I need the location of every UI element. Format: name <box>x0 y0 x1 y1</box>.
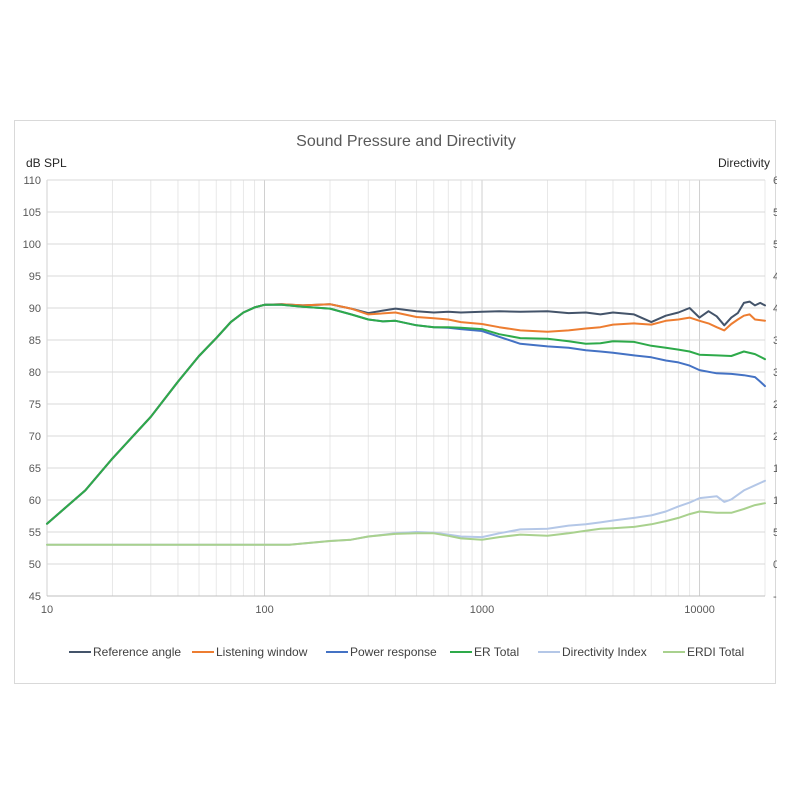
x-tick-label: 100 <box>255 604 273 616</box>
legend-label-er-total: ER Total <box>474 645 519 659</box>
legend: Reference angle Listening window Power res… <box>69 645 744 659</box>
y2-axis-title: Directivity <box>718 156 770 170</box>
y-tick-label: 100 <box>23 239 41 251</box>
y-tick-label: 85 <box>29 335 41 347</box>
y2-tick-label: 60 <box>773 175 777 187</box>
series-line-power-response <box>46 303 766 525</box>
y2-tick-label: 0 <box>773 559 777 571</box>
legend-label-power-response: Power response <box>350 645 437 659</box>
y2-tick-label: 50 <box>773 239 777 251</box>
chart-title: Sound Pressure and Directivity <box>296 133 516 150</box>
y2-tick-label: -5 <box>773 591 777 603</box>
legend-label-reference-angle: Reference angle <box>93 645 181 659</box>
y2-tick-label: 25 <box>773 399 777 411</box>
series-line-directivity-index <box>46 479 766 546</box>
y-tick-label: 105 <box>23 207 41 219</box>
y-tick-label: 45 <box>29 591 41 603</box>
chart-frame: Sound Pressure and Directivity dB SPL Di… <box>14 120 777 684</box>
y-tick-label: 50 <box>29 559 41 571</box>
y2-tick-label: 5 <box>773 527 777 539</box>
y-tick-label: 90 <box>29 303 41 315</box>
legend-label-listening-window: Listening window <box>216 645 308 659</box>
y2-tick-label: 55 <box>773 207 777 219</box>
x-tick-label: 10000 <box>684 604 715 616</box>
x-tick-label: 10 <box>41 604 53 616</box>
y2-tick-label: 10 <box>773 495 777 507</box>
y2-tick-label: 20 <box>773 431 777 443</box>
y2-tick-label: 15 <box>773 463 777 475</box>
y-tick-label: 75 <box>29 399 41 411</box>
y-tick-label: 110 <box>23 175 41 187</box>
y-tick-label: 80 <box>29 367 41 379</box>
series-layer <box>46 300 766 546</box>
y-tick-label: 95 <box>29 271 41 283</box>
legend-label-directivity-index: Directivity Index <box>562 645 647 659</box>
series-line-erdi-total <box>46 502 766 546</box>
y2-tick-label: 30 <box>773 367 777 379</box>
series-line-er-total <box>46 303 766 525</box>
x-tick-label: 1000 <box>470 604 494 616</box>
chart-svg: Sound Pressure and Directivity dB SPL Di… <box>23 133 777 659</box>
y-tick-label: 60 <box>29 495 41 507</box>
tick-labels: 45 50 55 60 65 70 75 80 85 90 95 100 105 110 -5 0 5 10 15 2… <box>23 175 777 616</box>
y2-tick-label: 40 <box>773 303 777 315</box>
y2-tick-label: 45 <box>773 271 777 283</box>
y2-tick-label: 35 <box>773 335 777 347</box>
y-tick-label: 70 <box>29 431 41 443</box>
legend-label-erdi-total: ERDI Total <box>687 645 744 659</box>
series-line-listening-window <box>46 303 766 525</box>
y-tick-label: 55 <box>29 527 41 539</box>
y-tick-label: 65 <box>29 463 41 475</box>
y-axis-title: dB SPL <box>26 156 67 170</box>
